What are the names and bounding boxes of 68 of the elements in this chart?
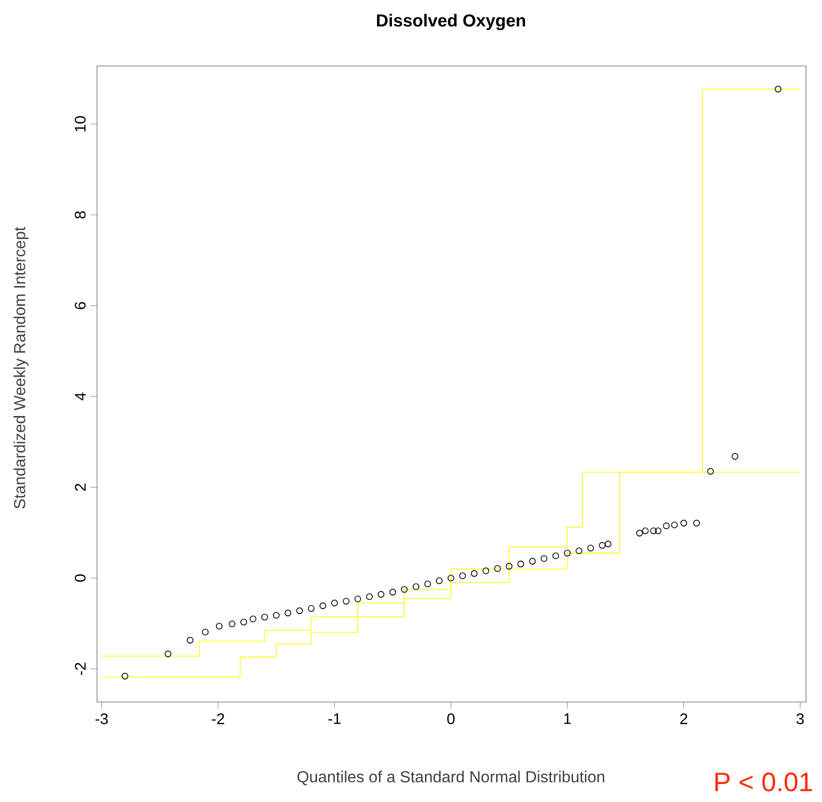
point bbox=[202, 628, 209, 636]
x-tick-label: 0 bbox=[447, 713, 455, 724]
point bbox=[459, 572, 466, 580]
y-tick-label: 2 bbox=[74, 484, 86, 491]
point bbox=[654, 528, 662, 534]
point bbox=[552, 552, 560, 560]
point bbox=[331, 600, 338, 606]
point bbox=[529, 558, 536, 565]
point bbox=[576, 547, 582, 554]
point bbox=[540, 555, 548, 562]
point bbox=[366, 593, 373, 600]
point bbox=[636, 530, 643, 536]
point bbox=[284, 610, 292, 616]
point bbox=[412, 583, 420, 590]
point bbox=[707, 468, 714, 475]
x-tick-label: 2 bbox=[680, 713, 688, 724]
y-tick-label: 4 bbox=[75, 392, 86, 400]
point bbox=[308, 605, 315, 612]
y-tick-label: 0 bbox=[74, 574, 86, 582]
point bbox=[642, 528, 649, 534]
point bbox=[240, 618, 248, 626]
point bbox=[216, 622, 223, 630]
point bbox=[482, 567, 490, 574]
x-tick-label: 3 bbox=[796, 713, 804, 724]
point bbox=[650, 528, 657, 534]
point bbox=[448, 574, 454, 582]
point bbox=[436, 577, 443, 584]
point bbox=[604, 540, 612, 548]
y-tick-label: -2 bbox=[74, 662, 86, 675]
point bbox=[272, 612, 280, 619]
point bbox=[693, 520, 700, 526]
y-tick-label: 10 bbox=[74, 116, 86, 132]
point bbox=[354, 596, 362, 602]
point bbox=[320, 602, 326, 610]
point bbox=[470, 570, 478, 577]
point bbox=[122, 672, 128, 680]
point bbox=[261, 614, 268, 620]
point bbox=[662, 522, 670, 530]
point bbox=[401, 586, 408, 593]
point bbox=[774, 86, 782, 92]
y-tick-label: 6 bbox=[74, 302, 86, 310]
point bbox=[228, 620, 236, 628]
point bbox=[671, 522, 678, 528]
y-tick-label: 8 bbox=[74, 211, 86, 218]
point bbox=[732, 453, 738, 460]
x-tick-label: -3 bbox=[96, 713, 108, 724]
point bbox=[424, 580, 431, 588]
x-tick-label: -1 bbox=[328, 713, 341, 724]
point bbox=[587, 544, 594, 552]
chart-title: Dissolved Oxygen bbox=[377, 14, 526, 30]
x-axis-title: Quantiles of a Standard Normal Distribution bbox=[297, 770, 604, 786]
point bbox=[494, 565, 501, 572]
text: P < 0.01 bbox=[715, 772, 812, 792]
point bbox=[378, 591, 384, 598]
point bbox=[389, 588, 396, 596]
point bbox=[342, 598, 350, 605]
x-tick-label: -2 bbox=[212, 713, 224, 724]
point bbox=[680, 520, 688, 526]
point bbox=[598, 542, 606, 549]
point bbox=[296, 607, 303, 614]
point bbox=[186, 636, 194, 644]
point bbox=[164, 650, 172, 658]
point bbox=[564, 550, 571, 556]
point bbox=[517, 560, 524, 568]
x-tick-label: 1 bbox=[564, 713, 571, 724]
y-axis-title: Standardized Weekly Random Intercept bbox=[14, 226, 28, 509]
point bbox=[250, 616, 256, 622]
point bbox=[506, 562, 512, 570]
